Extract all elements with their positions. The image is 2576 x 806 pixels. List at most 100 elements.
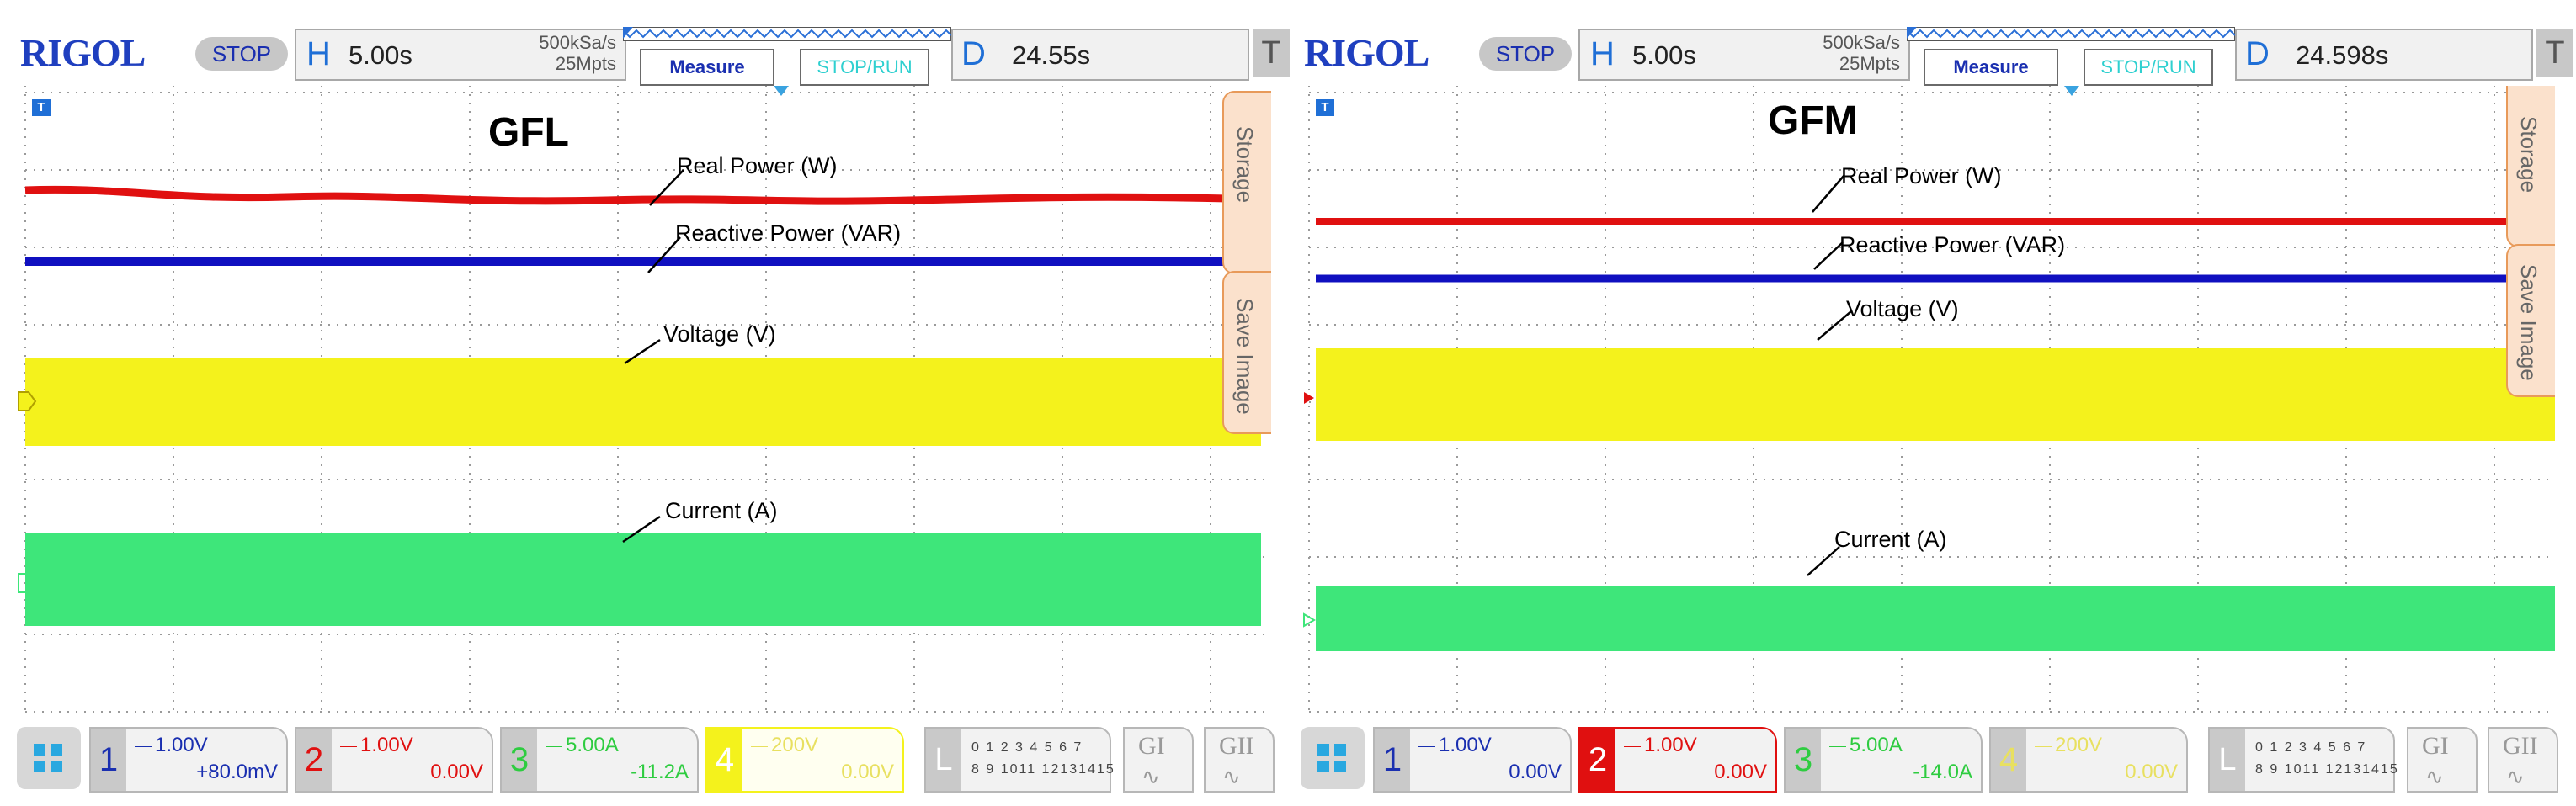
trigger-position-marker xyxy=(2064,86,2079,96)
voltage-trace xyxy=(1316,348,2555,441)
sample-rate: 500kSa/s xyxy=(539,32,616,53)
logic-digits-row1: 0 1 2 3 4 5 6 7 xyxy=(971,740,1083,755)
channel-1-box[interactable]: 1 1.00V 0.00V xyxy=(1373,727,1572,793)
bottom-bar: 1 1.00V 0.00V 2 1.00V 0.00V 3 5.00A -14.… xyxy=(1301,722,2576,799)
current-trace xyxy=(25,533,1261,626)
channel-1-scale: 1.00V xyxy=(155,734,208,756)
channel-3-scale: 5.00A xyxy=(1850,734,1903,756)
storage-tab[interactable]: Storage xyxy=(2506,86,2555,247)
channel-3-offset: -14.0A xyxy=(1913,761,1972,783)
horizontal-label: H xyxy=(306,35,331,72)
bottom-bar: 1 1.00V +80.0mV 2 1.00V 0.00V 3 5.00A -1… xyxy=(17,722,1292,799)
channel-1-number: 1 xyxy=(91,729,126,791)
waveform-display: T GFL Real Power (W) Reactive Power (VAR… xyxy=(17,86,1271,715)
reactive-power-label: Reactive Power (VAR) xyxy=(675,220,902,246)
trigger-position-marker xyxy=(774,86,789,96)
channel-4-offset: 0.00V xyxy=(841,761,894,783)
dc-coupling-icon xyxy=(546,745,562,748)
dc-coupling-icon xyxy=(2035,745,2052,748)
generator-2-box[interactable]: GII ∿ xyxy=(1204,727,1275,793)
real-power-label: Real Power (W) xyxy=(677,153,838,178)
channel-2-scale: 1.00V xyxy=(1644,734,1697,756)
generator-2-label: GII xyxy=(2503,732,2538,760)
save-image-tab[interactable]: Save Image xyxy=(1222,271,1271,434)
real-power-trace xyxy=(24,185,1229,205)
current-trace xyxy=(1316,586,2555,651)
stop-run-button[interactable]: STOP/RUN xyxy=(800,49,929,86)
channel-3-number: 3 xyxy=(502,729,537,791)
channel-2-box[interactable]: 2 1.00V 0.00V xyxy=(295,727,493,793)
label-arrows xyxy=(1807,174,1852,576)
trigger-button[interactable]: T xyxy=(2536,29,2573,77)
dc-coupling-icon xyxy=(340,745,357,748)
sine-wave-icon: ∿ xyxy=(1142,764,1160,789)
save-image-tab-label: Save Image xyxy=(2516,264,2541,381)
mode-title: GFM xyxy=(1768,98,1858,143)
top-bar: RIGOL STOP H 5.00s 500kSa/s 25Mpts Measu… xyxy=(1301,24,2576,86)
logic-label: L xyxy=(926,729,961,791)
horizontal-timebase-box[interactable]: H 5.00s 500kSa/s 25Mpts xyxy=(295,29,626,81)
memory-position-indicator xyxy=(623,27,951,41)
logic-digits-row2: 8 9 1011 12131415 xyxy=(2255,762,2399,777)
channel-4-number: 4 xyxy=(707,729,742,791)
waveform-display: T GFM Real Power (W) Reactive Power (VAR… xyxy=(1301,86,2555,715)
horizontal-timebase-box[interactable]: H 5.00s 500kSa/s 25Mpts xyxy=(1578,29,1910,81)
logic-analyzer-box[interactable]: L 0 1 2 3 4 5 6 7 8 9 1011 12131415 xyxy=(924,727,1114,793)
delay-box[interactable]: D 24.598s xyxy=(2235,29,2533,81)
ch3-level-marker xyxy=(1303,612,1316,628)
memory-depth: 25Mpts xyxy=(1839,53,1900,74)
run-state-badge[interactable]: STOP xyxy=(1479,37,1572,71)
measure-button[interactable]: Measure xyxy=(640,49,774,86)
storage-tab-label: Storage xyxy=(2516,116,2541,194)
real-power-label: Real Power (W) xyxy=(1841,163,2002,188)
delay-label: D xyxy=(2245,35,2270,72)
channel-3-box[interactable]: 3 5.00A -14.0A xyxy=(1784,727,1983,793)
sample-rate: 500kSa/s xyxy=(1823,32,1900,53)
logic-digits-row2: 8 9 1011 12131415 xyxy=(971,762,1115,777)
memory-depth: 25Mpts xyxy=(555,53,616,74)
reactive-power-trace xyxy=(1316,274,2538,283)
rigol-logo: RIGOL xyxy=(1304,31,1429,74)
timebase-value: 5.00s xyxy=(1632,40,1696,70)
current-label: Current (A) xyxy=(1834,527,1947,552)
dc-coupling-icon xyxy=(751,745,768,748)
channel-2-offset: 0.00V xyxy=(430,761,483,783)
generator-1-box[interactable]: GI ∿ xyxy=(1123,727,1194,793)
channel-2-scale: 1.00V xyxy=(360,734,413,756)
logic-label: L xyxy=(2210,729,2245,791)
horizontal-label: H xyxy=(1590,35,1615,72)
generator-1-box[interactable]: GI ∿ xyxy=(2407,727,2478,793)
dc-coupling-icon xyxy=(1418,745,1435,748)
logic-analyzer-box[interactable]: L 0 1 2 3 4 5 6 7 8 9 1011 12131415 xyxy=(2208,727,2398,793)
measure-button[interactable]: Measure xyxy=(1924,49,2058,86)
memory-position-indicator xyxy=(1907,27,2235,41)
acquisition-info: 500kSa/s 25Mpts xyxy=(1774,32,1900,74)
acquisition-info: 500kSa/s 25Mpts xyxy=(490,32,616,74)
storage-tab[interactable]: Storage xyxy=(1222,91,1271,274)
channel-3-number: 3 xyxy=(1786,729,1821,791)
generator-1-label: GI xyxy=(2422,732,2449,760)
save-image-tab[interactable]: Save Image xyxy=(2506,244,2555,397)
channel-4-offset: 0.00V xyxy=(2125,761,2178,783)
delay-box[interactable]: D 24.55s xyxy=(951,29,1249,81)
sine-wave-icon: ∿ xyxy=(1222,764,1241,789)
run-state-badge[interactable]: STOP xyxy=(195,37,288,71)
ch2-level-marker xyxy=(1304,392,1314,404)
generator-2-label: GII xyxy=(1219,732,1254,760)
main-menu-button[interactable] xyxy=(17,727,81,789)
channel-2-box[interactable]: 2 1.00V 0.00V xyxy=(1578,727,1777,793)
channel-4-box[interactable]: 4 200V 0.00V xyxy=(705,727,904,793)
channel-2-number: 2 xyxy=(296,729,332,791)
channel-1-box[interactable]: 1 1.00V +80.0mV xyxy=(89,727,288,793)
stop-run-button[interactable]: STOP/RUN xyxy=(2084,49,2213,86)
generator-2-box[interactable]: GII ∿ xyxy=(2488,727,2558,793)
channel-1-offset: +80.0mV xyxy=(196,761,278,783)
channel-3-box[interactable]: 3 5.00A -11.2A xyxy=(500,727,699,793)
voltage-label: Voltage (V) xyxy=(663,321,776,347)
main-menu-button[interactable] xyxy=(1301,727,1365,789)
channel-3-scale: 5.00A xyxy=(566,734,619,756)
trigger-button[interactable]: T xyxy=(1253,29,1290,77)
channel-4-box[interactable]: 4 200V 0.00V xyxy=(1989,727,2188,793)
trigger-marker: T xyxy=(1316,99,1334,116)
delay-label: D xyxy=(961,35,986,72)
